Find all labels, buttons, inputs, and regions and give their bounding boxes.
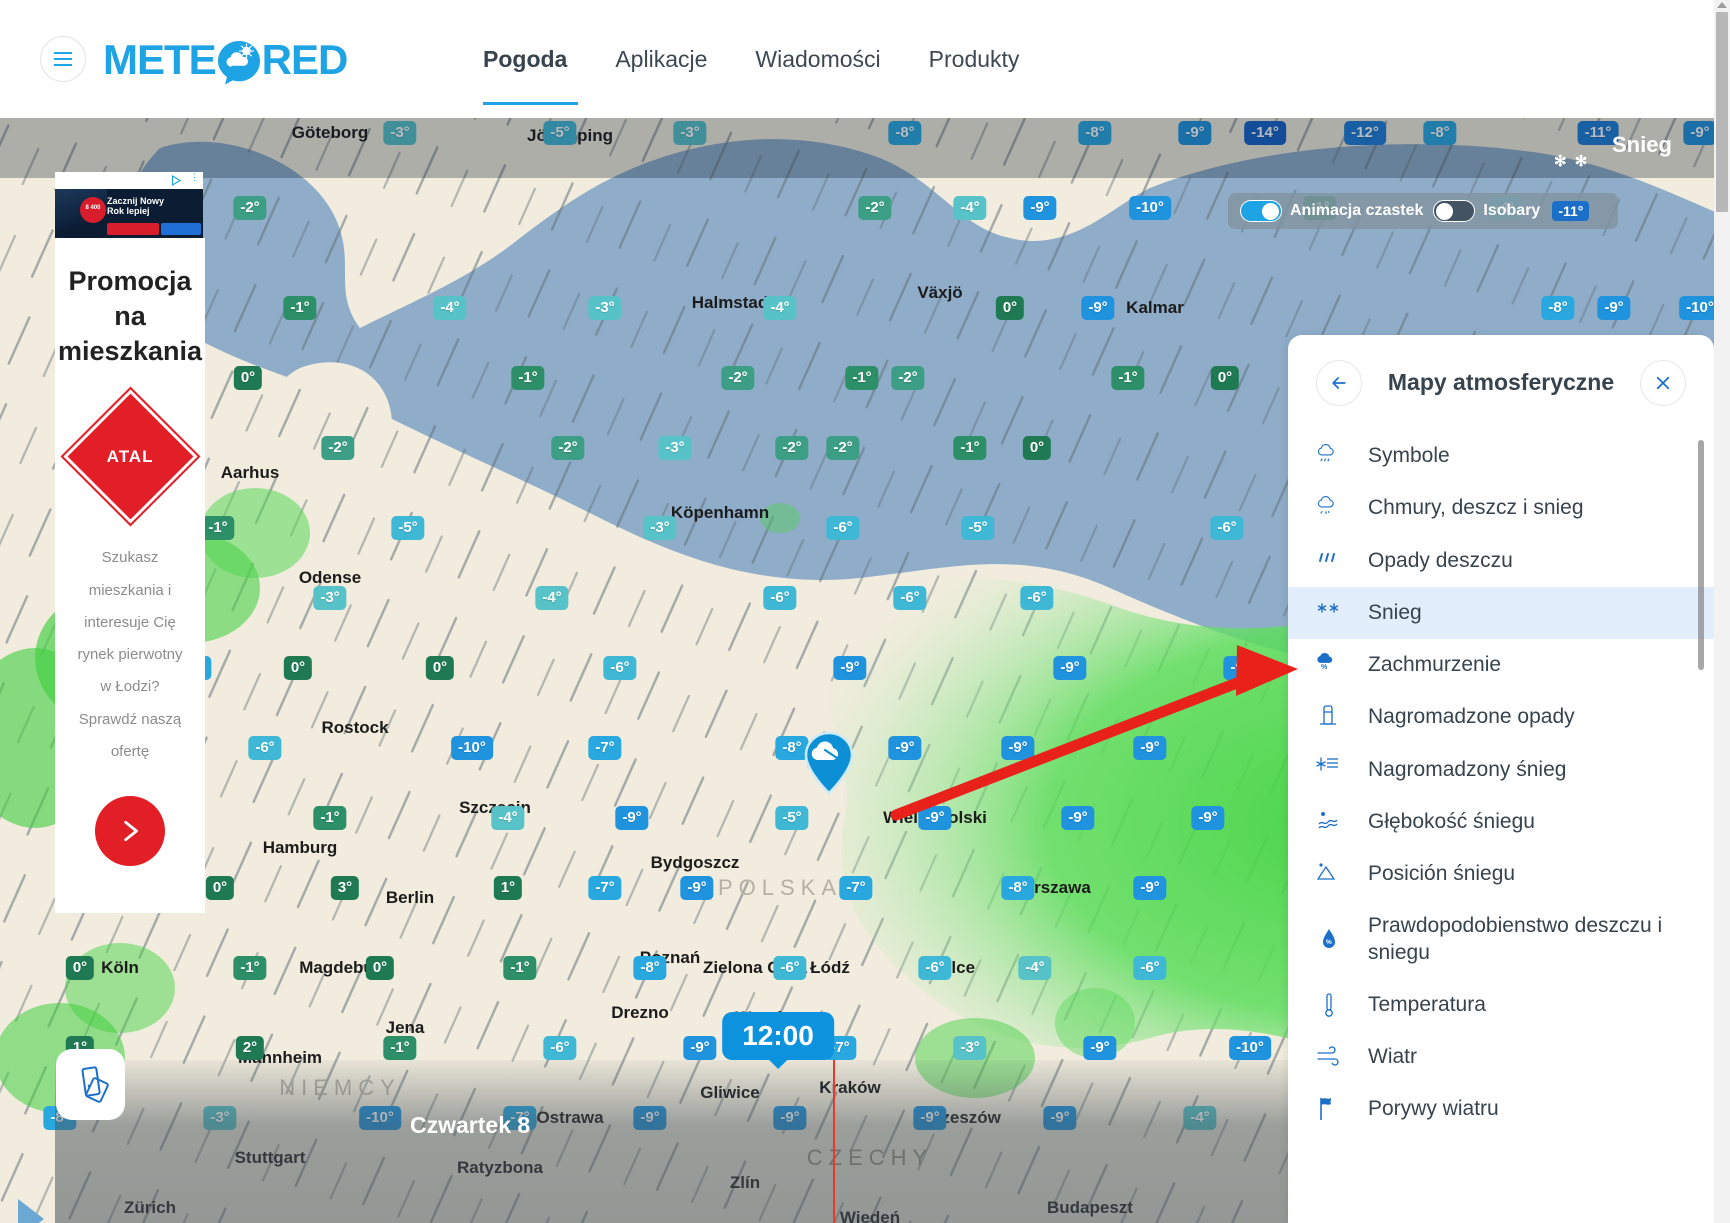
svg-text:%: % (1326, 939, 1332, 946)
svg-text:%: % (1321, 664, 1328, 671)
